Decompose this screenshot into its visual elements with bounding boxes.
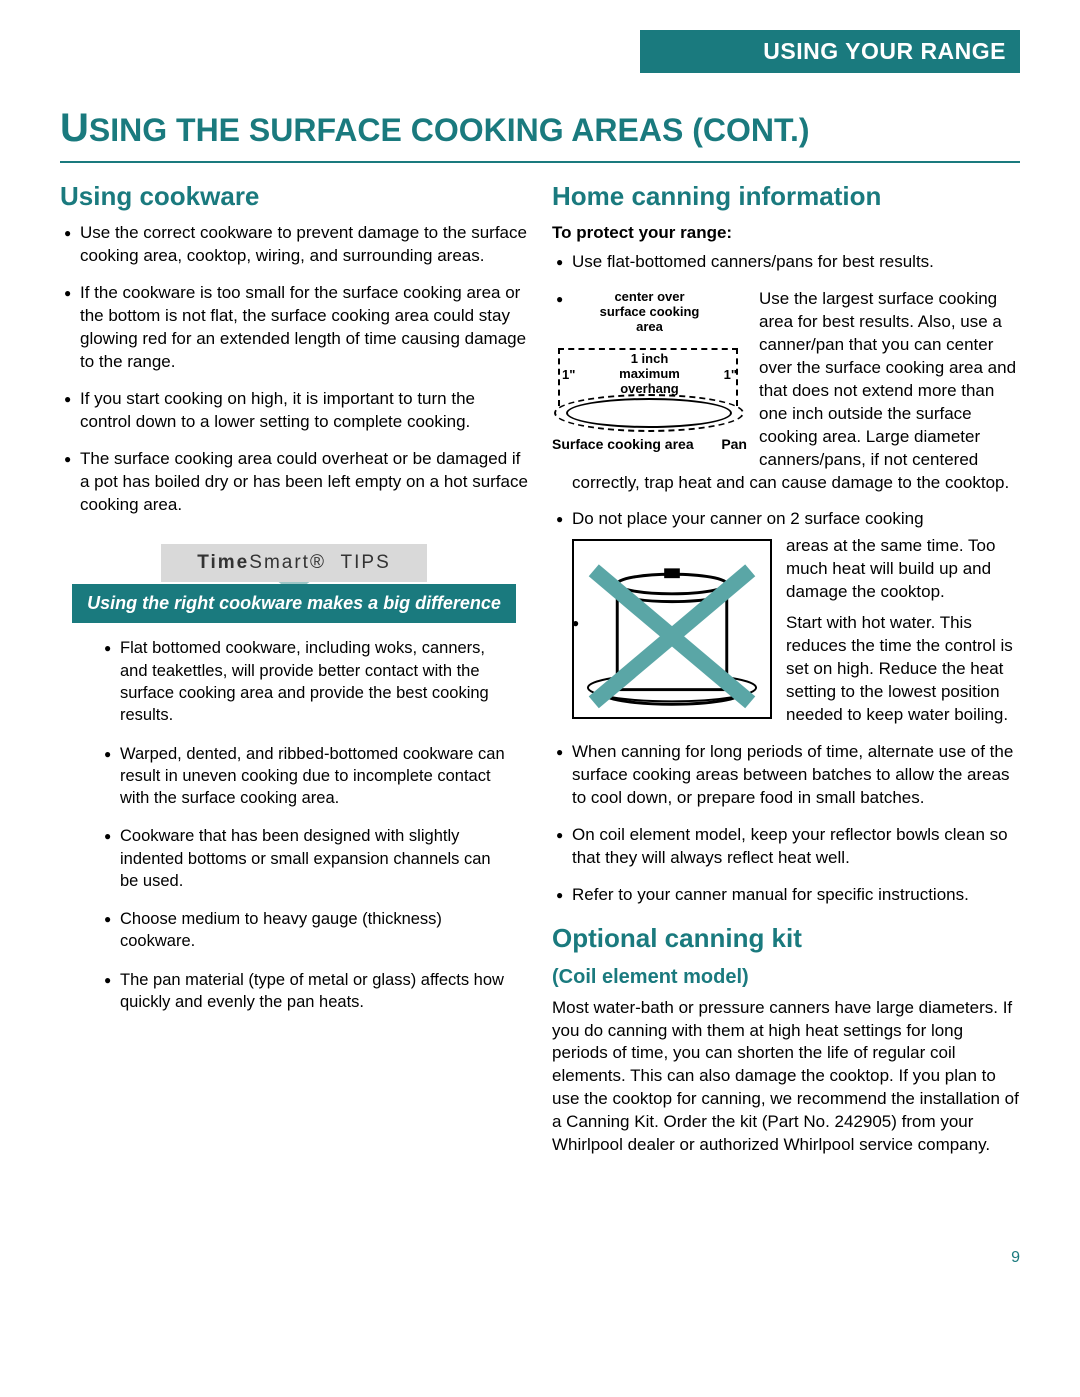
right-column: Home canning information To protect your… [552,175,1020,1167]
canning-list: Use flat-bottomed canners/pans for best … [552,251,1020,274]
list-item: Cookware that has been designed with sli… [100,825,506,892]
brand-reg: ® [310,552,326,573]
list-item: When canning for long periods of time, a… [552,741,1020,810]
wrap2a: areas at the same time. Too much heat wi… [786,536,995,601]
list-item: Do not place your canner on 2 surface co… [552,508,1020,726]
left-column: Using cookware Use the correct cookware … [60,175,528,1167]
brand-bold: Time [197,552,249,573]
brand-word: TIPS [341,552,391,573]
content-columns: Using cookware Use the correct cookware … [60,175,1020,1167]
tips-box: TimeSmart® TIPS Using the right cookware… [60,544,528,1045]
tips-list: Flat bottomed cookware, including woks, … [100,637,506,1013]
using-cookware-heading: Using cookware [60,179,528,214]
coil-subheading: (Coil element model) [552,964,1020,991]
tips-body: Flat bottomed cookware, including woks, … [72,623,516,1033]
lead: Do not place your canner on 2 surface co… [572,509,924,528]
kit-paragraph: Most water-bath or pressure canners have… [552,997,1020,1158]
list-item: Warped, dented, and ribbed-bottomed cook… [100,743,506,810]
page-title: USING THE SURFACE COOKING AREAS (CONT.) [60,101,1020,155]
title-rule [60,161,1020,163]
title-cap: U [60,106,89,150]
list-item: If you start cooking on high, it is impo… [60,388,528,434]
canning-after-list: When canning for long periods of time, a… [552,741,1020,907]
brand-light: Smart [249,552,310,573]
title-rest: SING THE SURFACE COOKING AREAS (CONT.) [89,112,810,148]
list-item: Use the correct cookware to prevent dama… [60,222,528,268]
optional-kit-heading: Optional canning kit [552,921,1020,956]
canner-two-burner: Do not place your canner on 2 surface co… [552,508,1020,726]
tips-tagline: Using the right cookware makes a big dif… [72,584,516,623]
home-canning-heading: Home canning information [552,179,1020,214]
list-item: Use flat-bottomed canners/pans for best … [552,251,1020,274]
list-item: If the cookware is too small for the sur… [60,282,528,374]
diagram1-wrap: center over surface cooking area 1" 1" 1… [552,288,1020,508]
list-item: Refer to your canner manual for specific… [552,884,1020,907]
wrap-list-1: Use the largest surface cooking area for… [552,288,1020,494]
list-item: On coil element model, keep your reflect… [552,824,1020,870]
list-item: The pan material (type of metal or glass… [100,969,506,1014]
list-item: The surface cooking area could overheat … [60,448,528,517]
tips-brand: TimeSmart® TIPS [161,544,427,582]
wrap2b: Start with hot water. This reduces the t… [572,612,1020,727]
list-item: Flat bottomed cookware, including woks, … [100,637,506,726]
cookware-list: Use the correct cookware to prevent dama… [60,222,528,516]
page-number: 9 [60,1247,1020,1269]
diagram2-wrap: areas at the same time. Too much heat wi… [572,535,1020,727]
protect-line: To protect your range: [552,222,1020,245]
header-bar: USING YOUR RANGE [640,30,1020,73]
list-item: Choose medium to heavy gauge (thickness)… [100,908,506,953]
list-item: Use the largest surface cooking area for… [552,288,1020,494]
